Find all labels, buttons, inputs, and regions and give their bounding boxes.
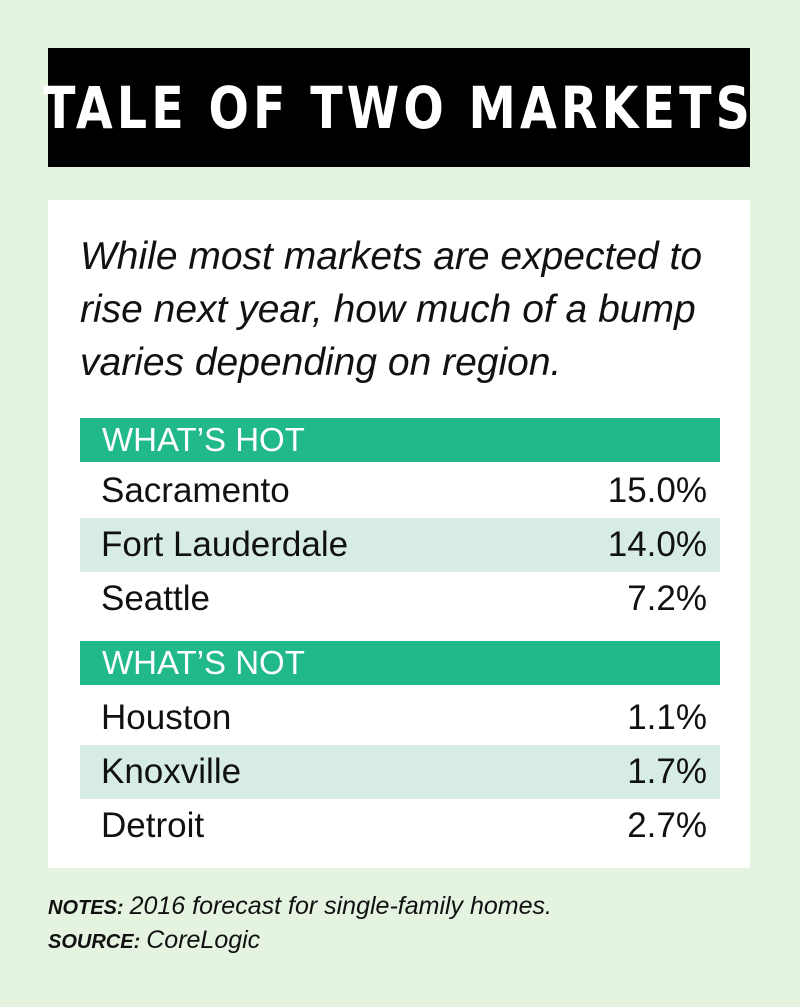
table-row: Knoxville 1.7% xyxy=(80,745,720,799)
section-label: WHAT’S NOT xyxy=(102,644,305,681)
forecast-value: 1.7% xyxy=(627,752,707,791)
notes-line: NOTES: 2016 forecast for single-family ho… xyxy=(48,892,552,921)
forecast-value: 14.0% xyxy=(607,525,707,564)
city-name: Seattle xyxy=(101,579,210,618)
table-row: Detroit 2.7% xyxy=(80,799,720,853)
city-name: Fort Lauderdale xyxy=(101,525,349,564)
table-row: Houston 1.1% xyxy=(80,691,720,745)
table-panel: While most markets are expected to rise … xyxy=(48,200,750,868)
table-row: Fort Lauderdale 14.0% xyxy=(80,518,720,572)
city-name: Sacramento xyxy=(101,471,290,510)
source-text: CoreLogic xyxy=(146,926,261,954)
city-name: Houston xyxy=(101,698,232,737)
section-label: WHAT’S HOT xyxy=(102,421,305,458)
notes-label: NOTES: xyxy=(48,897,124,919)
forecast-value: 7.2% xyxy=(627,579,707,618)
forecast-value: 1.1% xyxy=(627,698,707,737)
forecast-value: 2.7% xyxy=(627,806,707,845)
chart-title: TALE OF TWO MARKETS xyxy=(43,73,755,142)
city-name: Detroit xyxy=(101,806,205,845)
section-header-hot: WHAT’S HOT xyxy=(80,418,720,462)
source-line: SOURCE: CoreLogic xyxy=(48,926,260,955)
intro-text: While most markets are expected to rise … xyxy=(80,235,703,384)
forecast-value: 15.0% xyxy=(607,471,707,510)
section-header-not: WHAT’S NOT xyxy=(80,641,720,685)
source-label: SOURCE: xyxy=(48,931,141,953)
table-row: Seattle 7.2% xyxy=(80,572,720,626)
table-row: Sacramento 15.0% xyxy=(80,464,720,518)
notes-text: 2016 forecast for single-family homes. xyxy=(129,892,552,920)
city-name: Knoxville xyxy=(101,752,242,791)
title-bar: TALE OF TWO MARKETS xyxy=(44,48,750,167)
